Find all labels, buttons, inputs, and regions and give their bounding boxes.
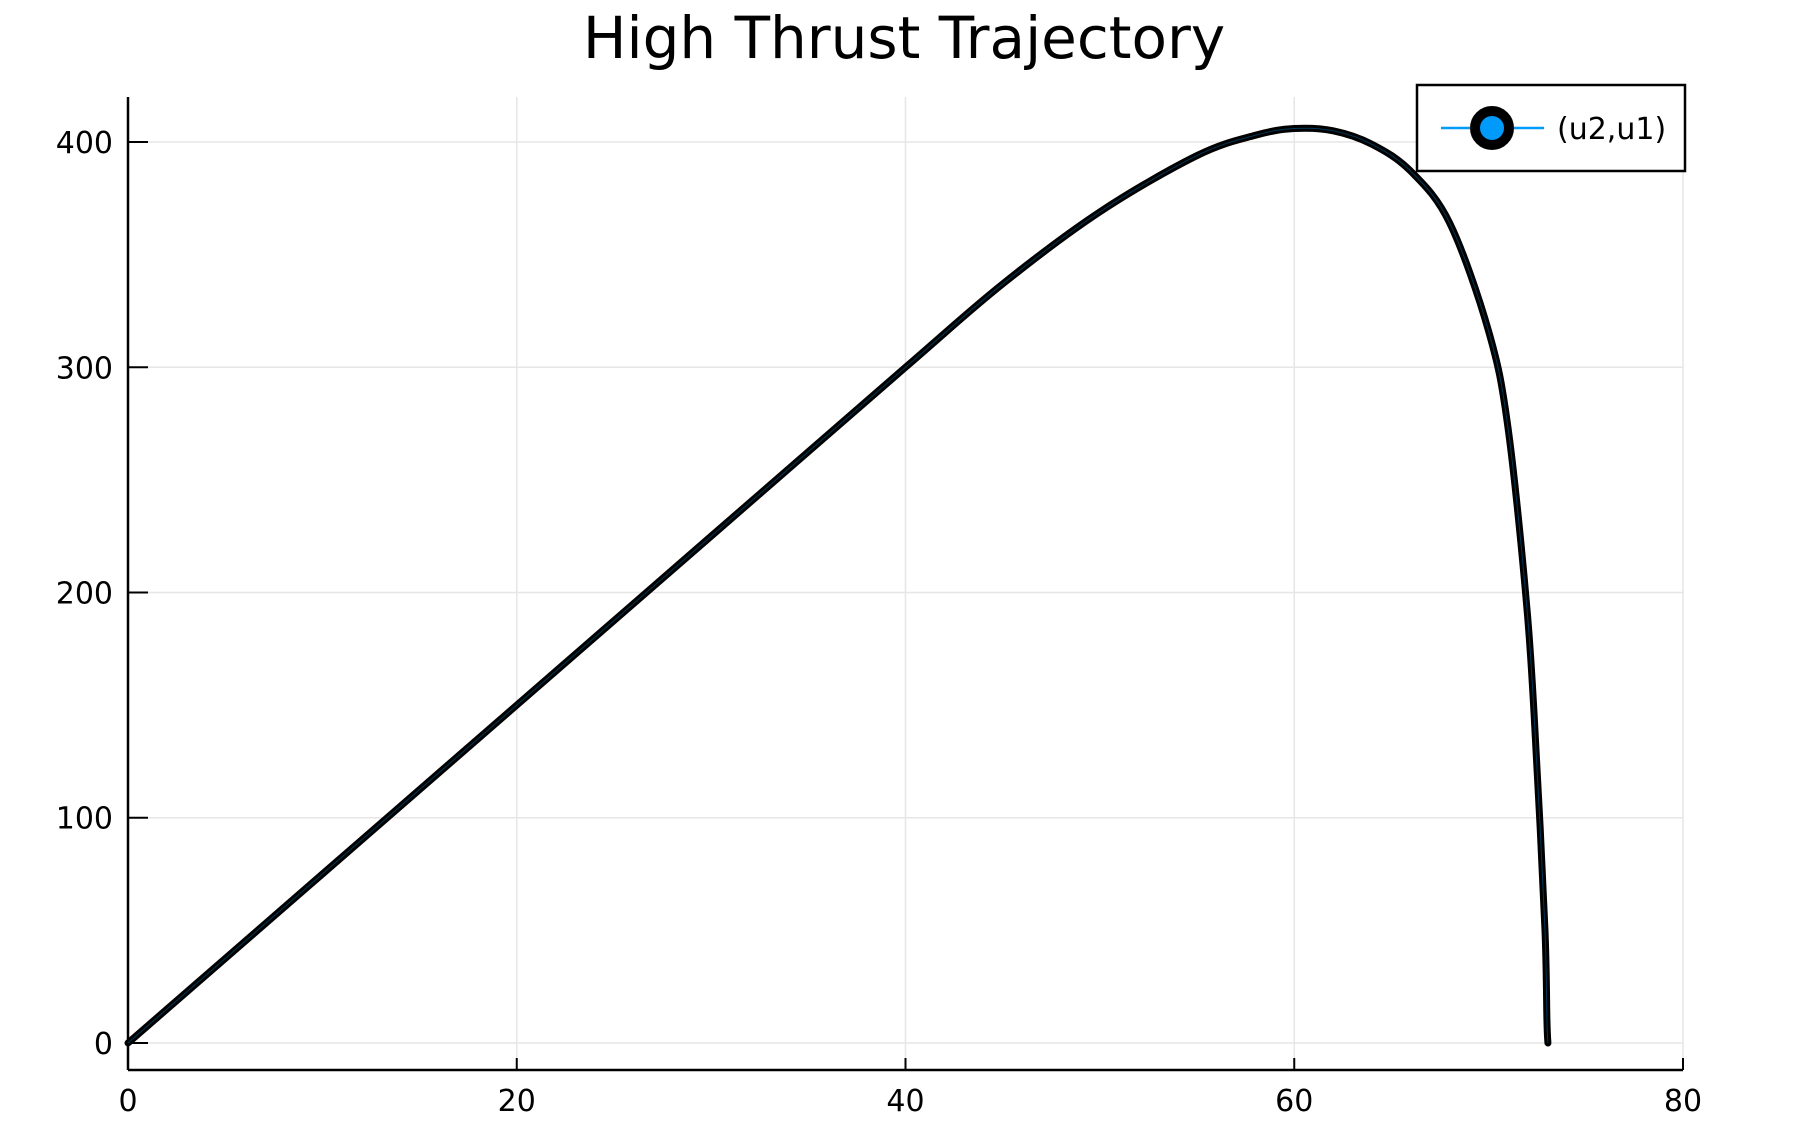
y-tick-label: 0	[94, 1027, 113, 1062]
ticks-layer: 0 20 40 60 80 0 100 200 300 400	[56, 126, 1702, 1119]
x-tick-label: 60	[1275, 1084, 1313, 1119]
legend-label: (u2,u1)	[1557, 112, 1666, 147]
legend: (u2,u1)	[1415, 83, 1687, 173]
y-tick-label: 100	[56, 802, 113, 837]
series-line	[127, 127, 1549, 1044]
y-tick-label: 300	[56, 351, 113, 386]
x-tick-label: 20	[498, 1084, 536, 1119]
y-tick-label: 200	[56, 577, 113, 612]
chart-title: High Thrust Trajectory	[583, 4, 1225, 72]
x-tick-label: 0	[118, 1084, 137, 1119]
legend-marker-sample	[1470, 106, 1514, 150]
y-tick-label: 400	[56, 126, 113, 161]
series-line-outline	[124, 124, 1552, 1047]
x-tick-label: 80	[1664, 1084, 1702, 1119]
x-tick-label: 40	[886, 1084, 924, 1119]
series-layer	[124, 124, 1552, 1047]
